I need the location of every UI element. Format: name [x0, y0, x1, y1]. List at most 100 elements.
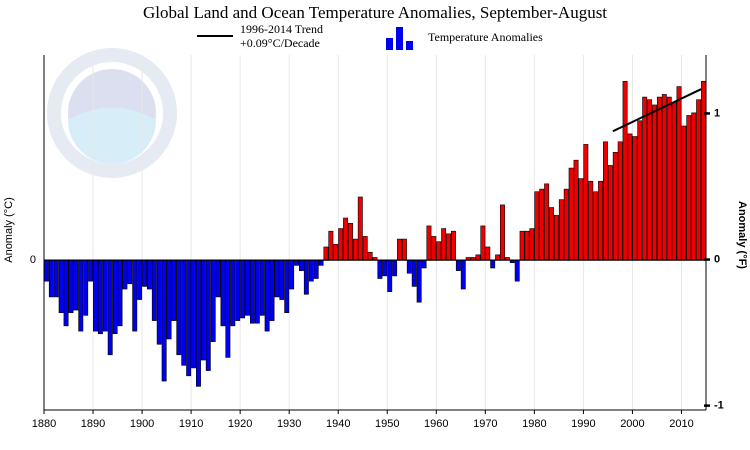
x-tick-label: 1960	[424, 418, 448, 430]
bar	[215, 259, 221, 298]
bar	[593, 191, 599, 261]
bar	[102, 259, 108, 332]
bar	[416, 259, 422, 303]
bar	[436, 241, 442, 261]
x-tick-label: 1940	[326, 418, 350, 430]
noaa-watermark	[47, 48, 177, 178]
bar	[686, 115, 692, 261]
bar	[43, 259, 49, 282]
legend-bar-icon	[386, 38, 393, 50]
logo-disc	[68, 69, 156, 157]
bar	[88, 259, 94, 282]
bar	[289, 259, 295, 290]
bar	[200, 259, 206, 361]
bar	[210, 259, 216, 342]
bar	[382, 259, 388, 277]
bar	[539, 188, 545, 261]
bar	[617, 141, 623, 261]
bar	[303, 259, 309, 295]
bar	[294, 259, 299, 266]
bar	[269, 259, 275, 321]
bar	[485, 246, 491, 261]
bar	[431, 236, 437, 261]
bar	[671, 102, 677, 261]
bar	[308, 259, 314, 282]
bar	[53, 259, 59, 298]
bar	[68, 259, 74, 314]
bar	[298, 259, 304, 271]
bar	[328, 230, 334, 261]
bar	[553, 215, 559, 261]
legend-bar-icon	[396, 27, 403, 50]
y2-tick-label: 0	[714, 253, 720, 265]
bar	[117, 259, 123, 327]
bar	[284, 259, 290, 314]
bar	[127, 259, 133, 285]
bar	[460, 259, 466, 290]
bar	[696, 99, 702, 261]
bar	[333, 244, 339, 261]
bar	[73, 259, 79, 311]
bar	[573, 159, 579, 261]
bar	[176, 259, 182, 356]
x-tick-label: 1900	[130, 418, 154, 430]
bar	[642, 96, 648, 261]
bar	[568, 167, 574, 261]
bar	[367, 251, 373, 261]
bar	[132, 259, 138, 332]
x-tick-label: 1930	[277, 418, 301, 430]
x-tick-label: 1890	[81, 418, 105, 430]
x-tick-label: 1980	[522, 418, 546, 430]
x-tick-label: 1970	[473, 418, 497, 430]
bar	[122, 259, 128, 290]
y2-axis-label: Anomaly (°F)	[736, 201, 748, 269]
bar	[563, 188, 569, 261]
bar	[490, 259, 496, 269]
bar	[225, 259, 231, 358]
bar	[519, 230, 525, 261]
bar	[598, 180, 604, 261]
x-tick-label: 1910	[179, 418, 203, 430]
bar	[607, 165, 613, 261]
bar	[411, 259, 417, 287]
bar	[274, 259, 280, 298]
bar	[603, 141, 608, 261]
y2-tick-label: -1	[714, 400, 724, 412]
bar	[544, 183, 550, 261]
bar	[93, 259, 98, 332]
bar	[446, 233, 452, 261]
bar	[406, 259, 412, 274]
legend-trend-note: +0.09°C/Decade	[240, 36, 320, 50]
bar	[377, 259, 383, 279]
bar	[235, 259, 241, 321]
bar	[612, 151, 618, 261]
bar	[357, 196, 363, 261]
y2-tick-label: 1	[714, 107, 720, 119]
bar	[632, 136, 638, 261]
logo-wave	[68, 107, 156, 164]
trend-line	[612, 88, 702, 133]
bar	[583, 144, 589, 261]
bar	[186, 259, 192, 377]
bar	[338, 228, 344, 261]
bar	[348, 222, 353, 261]
x-tick-label: 1880	[32, 418, 56, 430]
y-axis-label: Anomaly (°C)	[3, 197, 15, 263]
x-tick-label: 2010	[669, 418, 693, 430]
bar	[495, 254, 501, 261]
bar	[647, 99, 653, 261]
x-tick-label: 1950	[375, 418, 399, 430]
bar	[622, 80, 628, 261]
bar	[397, 238, 402, 261]
logo-ring	[47, 48, 177, 178]
bar	[97, 259, 103, 335]
bar	[475, 254, 481, 261]
bar	[196, 259, 201, 387]
bar	[58, 259, 64, 314]
x-tick-label: 2000	[620, 418, 644, 430]
bar	[558, 199, 564, 261]
bar	[441, 228, 447, 261]
bar	[63, 259, 69, 327]
legend-bar-icon	[406, 41, 413, 50]
bar	[588, 180, 594, 261]
